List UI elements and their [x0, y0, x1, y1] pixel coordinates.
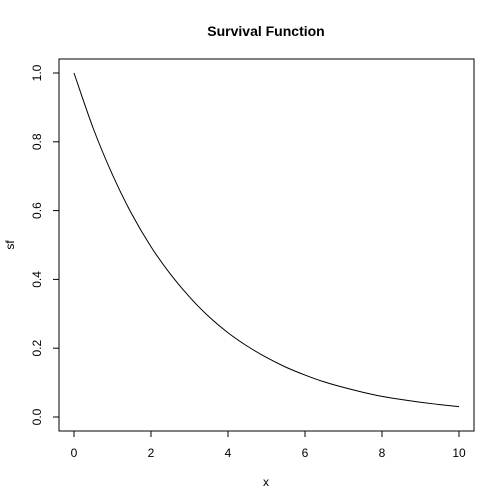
- y-axis-label: sf: [3, 240, 17, 250]
- y-tick-label: 0.0: [30, 408, 44, 425]
- x-axis-label: x: [263, 475, 269, 489]
- chart-title: Survival Function: [207, 23, 324, 39]
- plot-area-frame: [58, 58, 475, 432]
- y-tick-label: 0.2: [30, 340, 44, 357]
- y-tick-label: 0.6: [30, 202, 44, 219]
- y-axis: 0.0 0.2 0.4 0.6 0.8 1.0: [30, 64, 60, 425]
- x-tick-label: 0: [71, 446, 78, 460]
- y-tick-label: 0.8: [30, 133, 44, 150]
- x-tick-label: 10: [452, 446, 466, 460]
- y-tick-label: 1.0: [30, 64, 44, 81]
- x-tick-label: 6: [302, 446, 309, 460]
- x-tick-label: 2: [148, 446, 155, 460]
- series-layer: [73, 72, 460, 408]
- x-axis: 0 2 4 6 8 10: [71, 430, 466, 460]
- x-tick-label: 8: [379, 446, 386, 460]
- y-tick-label: 0.4: [30, 271, 44, 288]
- x-tick-label: 4: [225, 446, 232, 460]
- survival-curve: [73, 72, 460, 408]
